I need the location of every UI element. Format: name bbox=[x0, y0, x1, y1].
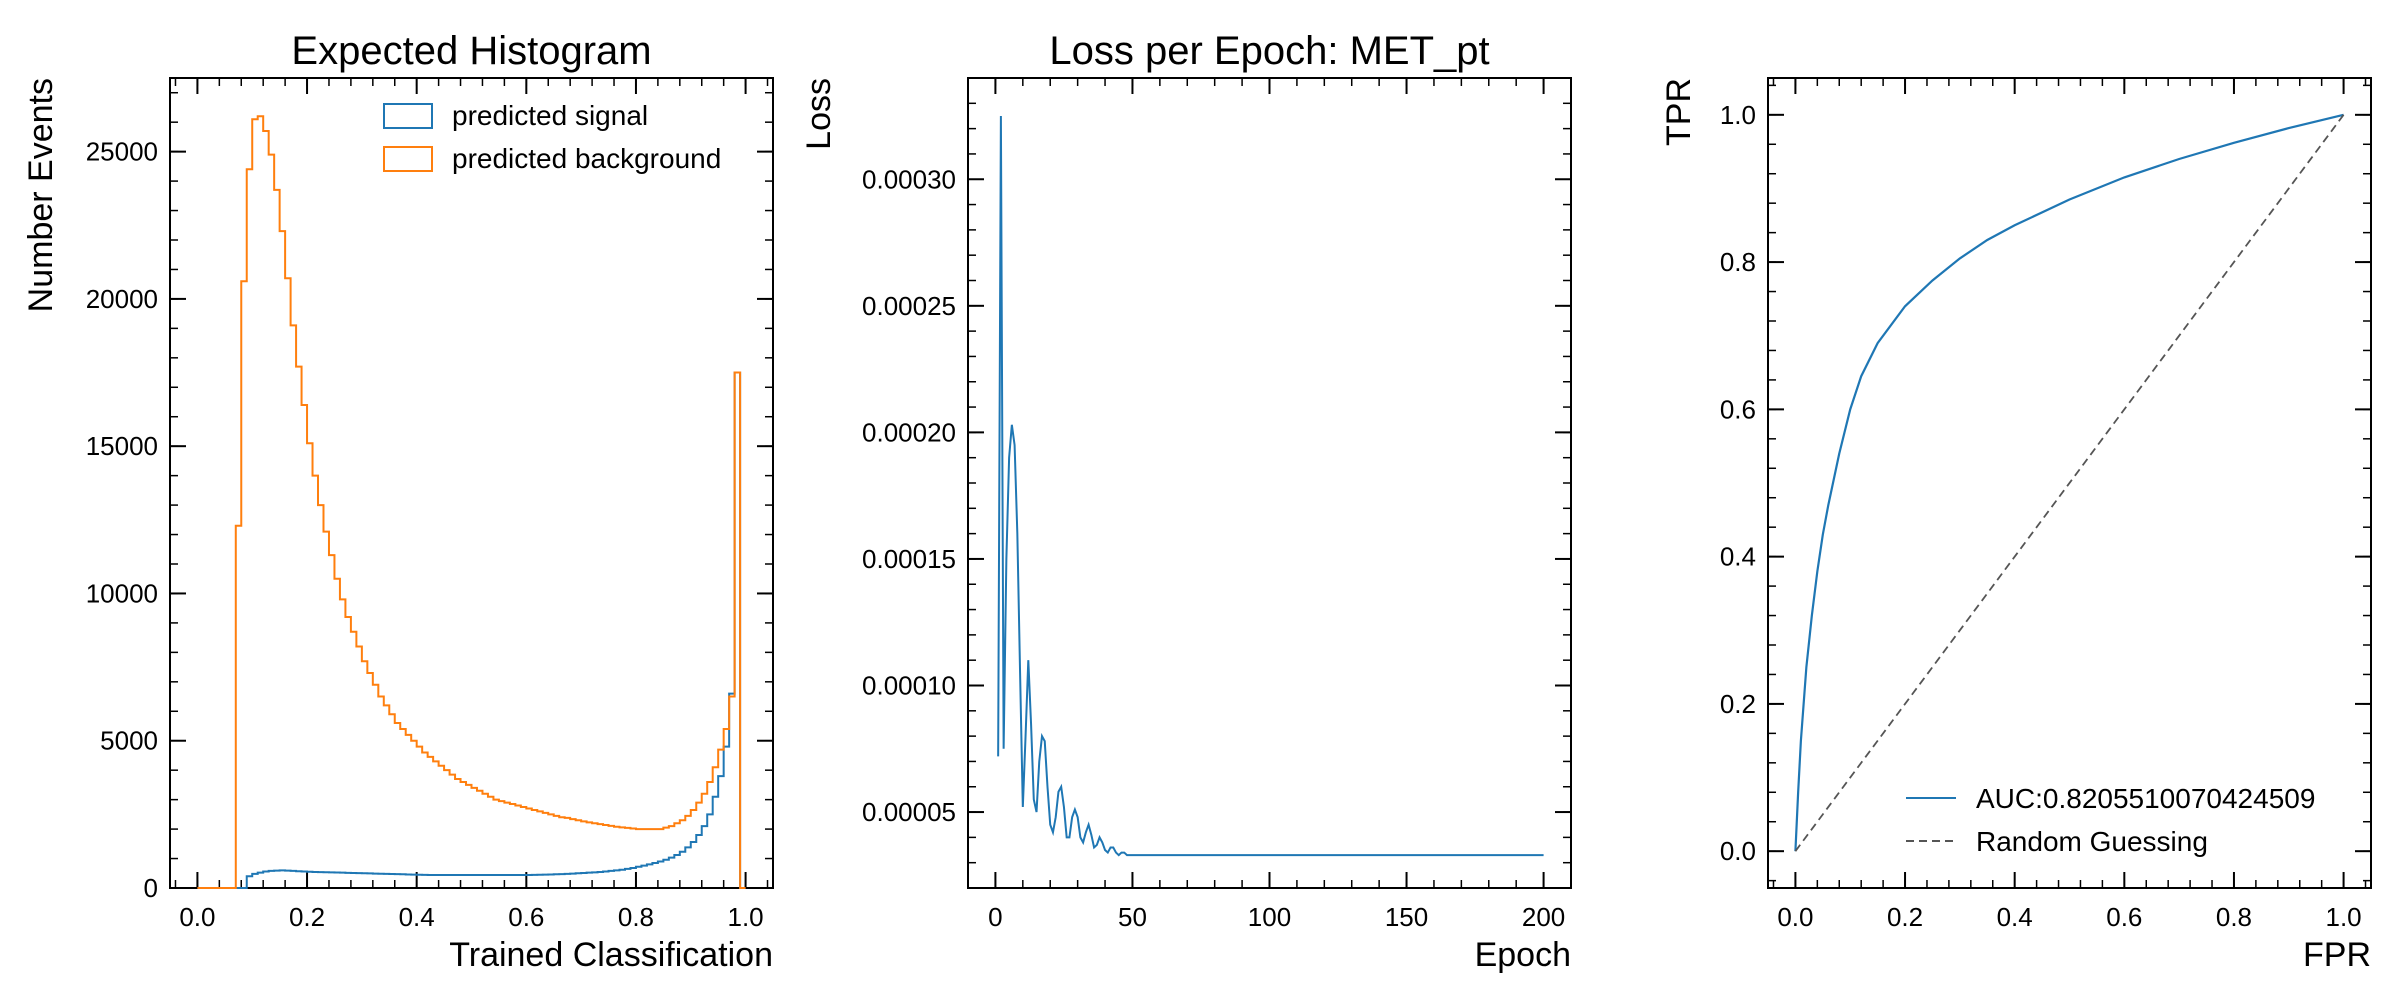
y-tick-label: 0.00005 bbox=[862, 797, 956, 827]
legend-label: predicted signal bbox=[452, 100, 648, 131]
y-tick-label: 0.6 bbox=[1720, 394, 1756, 424]
roc-curve bbox=[1794, 113, 2344, 852]
y-tick-label: 25000 bbox=[86, 137, 158, 167]
y-tick-label: 0.00030 bbox=[862, 164, 956, 194]
plot-frame bbox=[169, 77, 774, 889]
y-tick-label: 10000 bbox=[86, 578, 158, 608]
x-tick-label: 0.0 bbox=[179, 902, 215, 932]
x-axis-label: Epoch bbox=[1475, 936, 1571, 974]
x-tick-label: 0.4 bbox=[1997, 902, 2033, 932]
x-tick-label: 50 bbox=[1118, 902, 1147, 932]
y-tick-label: 1.0 bbox=[1720, 100, 1756, 130]
x-tick-label: 0.6 bbox=[508, 902, 544, 932]
random-guessing-line bbox=[1794, 114, 2345, 852]
x-tick-label: 0 bbox=[988, 902, 1002, 932]
plot-frame bbox=[1767, 77, 2372, 889]
chart-title: Expected Histogram bbox=[291, 29, 651, 73]
y-tick-label: 20000 bbox=[86, 284, 158, 314]
legend-label: AUC:0.8205510070424509 bbox=[1976, 783, 2315, 814]
x-tick-label: 0.8 bbox=[618, 902, 654, 932]
x-tick-label: 1.0 bbox=[2326, 902, 2362, 932]
x-tick-label: 1.0 bbox=[728, 902, 764, 932]
y-tick-label: 0.00015 bbox=[862, 544, 956, 574]
y-tick-label: 0.4 bbox=[1720, 542, 1756, 572]
x-tick-label: 150 bbox=[1385, 902, 1428, 932]
y-tick-label: 0.00010 bbox=[862, 671, 956, 701]
loss-line bbox=[997, 115, 1544, 857]
histogram-panel: 0.0 0.2 0.4 0.6 0.8 1.0 0 5000 10000 15000 20000 25… bbox=[22, 29, 774, 974]
y-tick-label: 0.0 bbox=[1720, 836, 1756, 866]
y-tick-label: 5000 bbox=[100, 726, 158, 756]
x-tick-label: 0.4 bbox=[399, 902, 435, 932]
x-axis-label: FPR bbox=[2303, 936, 2371, 974]
x-axis-label: Trained Classification bbox=[449, 936, 773, 974]
x-tick-label: 200 bbox=[1522, 902, 1565, 932]
x-tick-label: 0.0 bbox=[1777, 902, 1813, 932]
legend-label: predicted background bbox=[452, 143, 721, 174]
hist-series-signal bbox=[197, 371, 746, 889]
y-axis-label: TPR bbox=[1660, 78, 1698, 146]
y-tick-label: 15000 bbox=[86, 431, 158, 461]
y-tick-label: 0.00025 bbox=[862, 291, 956, 321]
y-tick-label: 0 bbox=[144, 873, 158, 903]
legend-swatch bbox=[383, 146, 433, 172]
y-axis-label: Loss bbox=[800, 78, 838, 150]
roc-panel: 0.0 0.2 0.4 0.6 0.8 1.0 0.0 0.2 0.4 0.6 0.8 1.0 FPR T… bbox=[1660, 77, 2372, 974]
y-tick-label: 0.00020 bbox=[862, 417, 956, 447]
x-tick-label: 0.8 bbox=[2216, 902, 2252, 932]
legend-label: Random Guessing bbox=[1976, 826, 2208, 857]
y-tick-label: 0.8 bbox=[1720, 247, 1756, 277]
plot-frame bbox=[967, 77, 1572, 889]
x-tick-label: 0.2 bbox=[289, 902, 325, 932]
x-tick-label: 0.2 bbox=[1887, 902, 1923, 932]
y-axis-label: Number Events bbox=[22, 78, 60, 312]
chart-title: Loss per Epoch: MET_pt bbox=[1049, 29, 1489, 73]
hist-series-background bbox=[197, 115, 746, 889]
x-tick-label: 100 bbox=[1248, 902, 1291, 932]
legend-swatch bbox=[383, 103, 433, 129]
x-tick-label: 0.6 bbox=[2106, 902, 2142, 932]
y-tick-label: 0.2 bbox=[1720, 689, 1756, 719]
loss-panel: 0 50 100 150 200 0.00005 0.00010 0.00015 0.00020… bbox=[800, 29, 1572, 974]
